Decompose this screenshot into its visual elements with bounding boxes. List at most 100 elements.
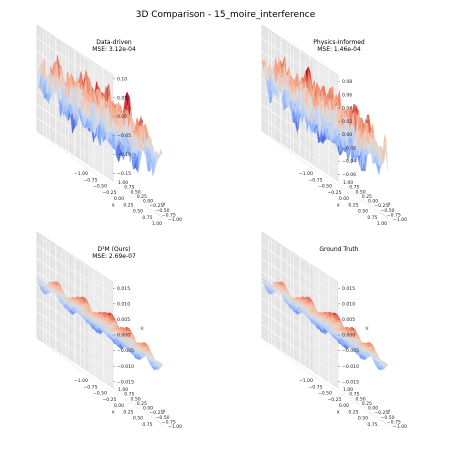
- y-tick-label: −0.25: [149, 410, 163, 416]
- x-tick-label: −1.00: [299, 171, 313, 177]
- z-tick-label: 0.015: [342, 286, 355, 292]
- z-tick-label: 0.005: [117, 317, 130, 323]
- x-tick-label: 0.50: [133, 209, 143, 215]
- x-axis-label: x: [337, 410, 340, 416]
- y-tick-label: −0.50: [381, 208, 395, 214]
- y-tick-label: 0.25: [137, 194, 147, 200]
- surface-patch: [158, 148, 164, 158]
- grid-line: [261, 38, 313, 76]
- y-tick-label: 1.00: [118, 387, 128, 393]
- x-tick-label: 0.75: [367, 215, 377, 221]
- x-tick-label: −1.00: [299, 378, 313, 384]
- y-tick-label: 0.75: [124, 185, 134, 191]
- grid-line: [261, 245, 313, 283]
- subplot-subtitle: MSE: 1.46e-04: [317, 46, 361, 53]
- grid-line: [43, 342, 120, 393]
- z-tick-label: 0.04: [342, 106, 352, 112]
- grid-line: [36, 258, 114, 309]
- z-tick-label: −0.02: [342, 145, 356, 151]
- y-tick-label: 0.50: [131, 396, 141, 402]
- grid-line: [261, 245, 339, 296]
- grid-line: [36, 38, 88, 76]
- x-tick-label: 1.00: [152, 221, 162, 227]
- x-tick-label: −0.50: [318, 184, 332, 190]
- subplot-data-driven: Data-driven MSE: 3.12e-04 −1.00−0.75−0.5…: [36, 24, 182, 227]
- x-tick-label: −1.00: [74, 378, 88, 384]
- y-tick-label: −0.75: [162, 212, 176, 218]
- y-tick-label: 0.25: [362, 194, 372, 200]
- figure-title: 3D Comparison - 15_moire_interference: [136, 10, 316, 20]
- grid-line: [36, 245, 114, 296]
- y-tick-label: 0.00: [143, 199, 153, 205]
- x-tick-label: 0.00: [339, 196, 349, 202]
- y-tick-label: 1.00: [118, 180, 128, 186]
- y-tick-label: 0.75: [349, 392, 359, 398]
- surface-patch: [383, 362, 389, 368]
- grid-line: [261, 258, 339, 309]
- subplot-subtitle: MSE: 3.12e-04: [92, 46, 136, 53]
- grid-line: [36, 245, 88, 283]
- y-tick-label: −1.00: [393, 424, 407, 430]
- x-tick-label: 0.25: [123, 409, 133, 415]
- grid-line: [36, 38, 114, 89]
- x-tick-label: −0.50: [93, 391, 107, 397]
- z-tick-label: −0.010: [342, 364, 359, 370]
- z-tick-label: 0.00: [342, 132, 352, 138]
- z-tick-label: −0.015: [117, 379, 134, 385]
- z-tick-label: 0.08: [342, 79, 352, 85]
- z-tick-label: 0.005: [342, 317, 355, 323]
- x-tick-label: 0.50: [358, 209, 368, 215]
- y-tick-label: −0.50: [156, 208, 170, 214]
- z-axis-label: u: [365, 119, 368, 125]
- y-axis-label: y: [163, 202, 166, 208]
- subplot-ground-truth: Ground Truth −1.00−0.75−0.50−0.250.000.2…: [261, 231, 407, 430]
- y-tick-label: 0.50: [356, 189, 366, 195]
- x-tick-label: 0.25: [348, 409, 358, 415]
- y-tick-label: 0.75: [349, 185, 359, 191]
- x-tick-label: −0.75: [83, 177, 97, 183]
- z-tick-label: −0.10: [117, 152, 131, 158]
- y-tick-label: 0.50: [356, 396, 366, 402]
- z-tick-label: −0.06: [342, 172, 356, 178]
- z-tick-label: 0.015: [117, 286, 130, 292]
- x-tick-label: 1.00: [377, 221, 387, 227]
- x-tick-label: −0.25: [102, 397, 116, 403]
- y-tick-label: −0.25: [374, 410, 388, 416]
- subplot-title: Physics-Informed: [313, 39, 365, 46]
- y-tick-label: 0.75: [124, 392, 134, 398]
- x-tick-label: −0.75: [308, 384, 322, 390]
- z-tick-label: 0.010: [117, 301, 130, 307]
- x-tick-label: −1.00: [74, 171, 88, 177]
- z-tick-label: 0.05: [117, 95, 127, 101]
- grid-line: [261, 258, 313, 296]
- x-tick-label: 0.25: [348, 202, 358, 208]
- grid-line: [268, 342, 345, 393]
- x-tick-label: −0.25: [327, 397, 341, 403]
- x-tick-label: −0.25: [327, 190, 341, 196]
- grid-line: [43, 135, 120, 186]
- axis-ticks: −1.00−0.75−0.50−0.250.000.250.500.751.00…: [74, 76, 182, 227]
- y-tick-label: −0.25: [374, 203, 388, 209]
- surface-patch: [383, 139, 389, 172]
- z-axis-label: u: [140, 326, 143, 332]
- subplot-title: Data-driven: [96, 39, 132, 46]
- z-tick-label: −0.005: [342, 348, 359, 354]
- x-tick-label: 0.25: [123, 202, 133, 208]
- x-tick-label: 0.00: [339, 403, 349, 409]
- x-axis-label: x: [112, 410, 115, 416]
- subplot-title: D³M (Ours): [98, 246, 131, 253]
- y-tick-label: −1.00: [168, 217, 182, 223]
- y-tick-label: −0.75: [387, 419, 401, 425]
- y-tick-label: 1.00: [343, 387, 353, 393]
- x-tick-label: 0.00: [114, 196, 124, 202]
- y-axis-label: y: [388, 409, 391, 415]
- z-axis-label: u: [140, 119, 143, 125]
- subplot-d3m-ours: D³M (Ours) MSE: 2.69e-07 −1.00−0.75−0.50…: [36, 231, 182, 430]
- z-tick-label: 0.000: [117, 333, 130, 339]
- z-tick-label: 0.06: [342, 92, 352, 98]
- subplot-physics-informed: Physics-Informed MSE: 1.46e-04 −1.00−0.7…: [261, 24, 407, 227]
- z-axis-label: u: [365, 326, 368, 332]
- z-tick-label: 0.010: [342, 301, 355, 307]
- y-axis-label: y: [163, 409, 166, 415]
